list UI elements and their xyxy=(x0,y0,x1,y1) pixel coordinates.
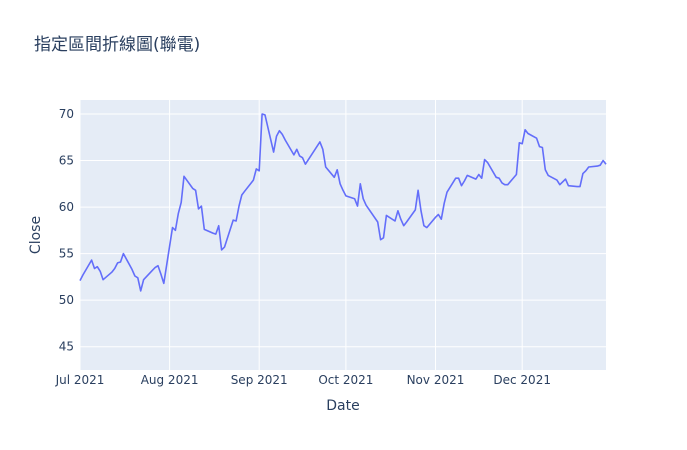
y-axis: 45 50 55 60 65 70 xyxy=(59,107,74,354)
x-tick-label: Aug 2021 xyxy=(141,373,199,387)
y-tick-label: 55 xyxy=(59,247,74,261)
y-tick-label: 70 xyxy=(59,107,74,121)
x-tick-label: Jul 2021 xyxy=(55,373,105,387)
chart-title: 指定區間折線圖(聯電) xyxy=(34,35,200,55)
x-axis-title: Date xyxy=(326,398,359,414)
x-tick-label: Oct 2021 xyxy=(318,373,373,387)
y-tick-label: 60 xyxy=(59,200,74,214)
plot-area xyxy=(80,100,606,370)
x-tick-label: Dec 2021 xyxy=(493,373,551,387)
y-tick-label: 65 xyxy=(59,154,74,168)
y-tick-label: 50 xyxy=(59,293,74,307)
y-tick-label: 45 xyxy=(59,340,74,354)
series-layer xyxy=(79,113,607,292)
x-tick-label: Sep 2021 xyxy=(231,373,288,387)
x-tick-label: Nov 2021 xyxy=(407,373,465,387)
y-axis-title: Close xyxy=(28,216,44,254)
x-axis: Jul 2021 Aug 2021 Sep 2021 Oct 2021 Nov 2021… xyxy=(55,373,551,387)
close-price-line xyxy=(79,113,607,292)
